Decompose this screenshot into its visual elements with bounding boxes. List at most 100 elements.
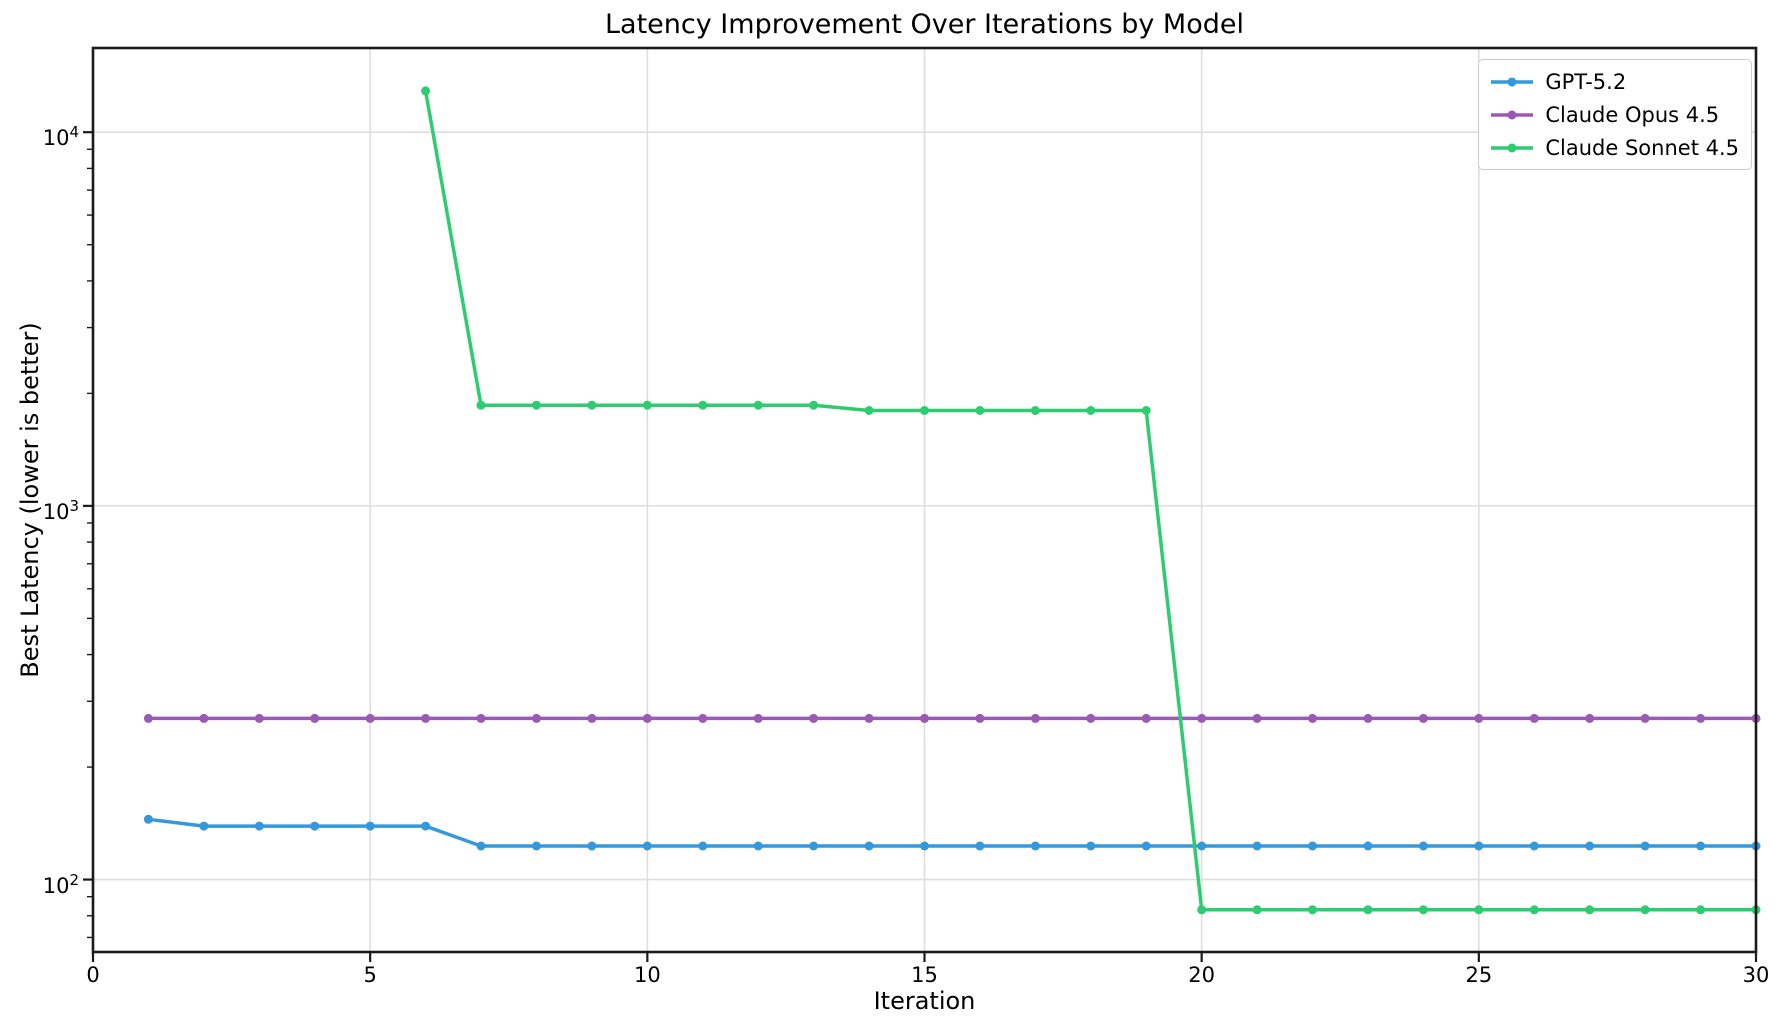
series-marker xyxy=(1252,713,1262,723)
series-marker xyxy=(920,841,929,851)
y-tick-label: 104 xyxy=(42,123,79,151)
series-marker xyxy=(365,821,375,831)
series-marker xyxy=(1030,713,1040,723)
series-marker xyxy=(753,400,763,410)
series-marker xyxy=(532,841,541,851)
series-marker xyxy=(1640,841,1650,851)
series-marker xyxy=(1474,841,1484,851)
series-marker xyxy=(1308,713,1317,723)
series-marker xyxy=(698,841,708,851)
legend-label: GPT-5.2 xyxy=(1545,69,1627,94)
series-marker xyxy=(1030,841,1040,851)
series-marker xyxy=(1252,905,1262,915)
series-marker xyxy=(809,400,819,410)
series-marker xyxy=(1474,905,1484,915)
legend-swatch-gpt-5-2 xyxy=(1491,77,1534,86)
x-tick-label: 30 xyxy=(1742,963,1770,987)
series-marker xyxy=(1363,841,1373,851)
y-tick-label: 103 xyxy=(42,496,79,524)
series-marker xyxy=(143,713,153,723)
series-marker xyxy=(1474,713,1484,723)
series-marker xyxy=(254,821,264,831)
series-marker xyxy=(642,400,652,410)
legend-swatch-claude-opus-4-5 xyxy=(1491,110,1534,119)
legend-marker xyxy=(1507,77,1517,86)
x-tick-label: 0 xyxy=(86,963,100,987)
series-marker xyxy=(310,821,320,831)
series-marker xyxy=(421,86,431,96)
series-marker xyxy=(864,841,874,851)
series-marker xyxy=(365,713,375,723)
series-marker xyxy=(1086,406,1096,415)
series-marker xyxy=(920,713,929,723)
series-marker xyxy=(1585,713,1595,723)
series-marker xyxy=(1086,841,1096,851)
series-marker xyxy=(1640,713,1650,723)
series-marker xyxy=(1141,406,1151,415)
series-marker xyxy=(421,821,431,831)
series-marker xyxy=(753,713,763,723)
series-marker xyxy=(199,821,209,831)
series-marker xyxy=(587,400,597,410)
series-marker xyxy=(1030,406,1040,415)
series-marker xyxy=(642,841,652,851)
series-marker xyxy=(698,713,708,723)
legend-marker xyxy=(1507,143,1517,152)
series-marker xyxy=(1585,905,1595,915)
legend-label: Claude Opus 4.5 xyxy=(1545,102,1720,127)
series-marker xyxy=(1696,905,1706,915)
x-tick-label: 20 xyxy=(1188,963,1216,987)
series-marker xyxy=(753,841,763,851)
series-marker xyxy=(421,713,431,723)
series-marker xyxy=(864,713,874,723)
series-marker xyxy=(476,713,486,723)
series-marker xyxy=(476,400,486,410)
series-marker xyxy=(1308,905,1317,915)
legend-label: Claude Sonnet 4.5 xyxy=(1545,135,1739,160)
series-marker xyxy=(975,841,985,851)
legend-marker xyxy=(1507,110,1517,119)
x-tick-label: 25 xyxy=(1465,963,1493,987)
series-marker xyxy=(587,841,597,851)
series-marker xyxy=(864,406,874,415)
legend-swatch-claude-sonnet-4-5 xyxy=(1491,143,1534,152)
series-marker xyxy=(532,400,541,410)
series-marker xyxy=(920,406,929,415)
legend: GPT-5.2 Claude Opus 4.5 Claude Sonnet 4.5 xyxy=(1478,59,1752,170)
series-marker xyxy=(1141,713,1151,723)
legend-item: Claude Sonnet 4.5 xyxy=(1489,133,1739,162)
x-tick-label: 5 xyxy=(363,963,377,987)
series-marker xyxy=(143,814,153,824)
series-marker xyxy=(1696,841,1706,851)
x-axis-label: Iteration xyxy=(873,987,976,1015)
series-marker xyxy=(1418,905,1428,915)
series-marker xyxy=(1418,713,1428,723)
series-marker xyxy=(1529,841,1539,851)
series-marker xyxy=(975,713,985,723)
series-marker xyxy=(1197,713,1207,723)
y-tick-label: 102 xyxy=(42,870,79,898)
series-marker xyxy=(642,713,652,723)
series-marker xyxy=(1640,905,1650,915)
legend-item: Claude Opus 4.5 xyxy=(1489,100,1739,129)
series-marker xyxy=(1197,841,1207,851)
series-marker xyxy=(532,713,541,723)
x-tick-label: 10 xyxy=(633,963,661,987)
series-line-gpt-5-2 xyxy=(146,817,1758,848)
series-marker xyxy=(975,406,985,415)
series-marker xyxy=(1418,841,1428,851)
x-tick-label: 15 xyxy=(911,963,938,987)
series-marker xyxy=(1363,713,1373,723)
series-marker xyxy=(1086,713,1096,723)
series-marker xyxy=(310,713,320,723)
series-marker xyxy=(809,713,819,723)
series-marker xyxy=(476,841,486,851)
series-marker xyxy=(1252,841,1262,851)
series-marker xyxy=(1696,713,1706,723)
series-marker xyxy=(587,713,597,723)
chart-title: Latency Improvement Over Iterations by M… xyxy=(605,9,1244,40)
series-marker xyxy=(1197,905,1207,915)
series-marker xyxy=(1529,905,1539,915)
